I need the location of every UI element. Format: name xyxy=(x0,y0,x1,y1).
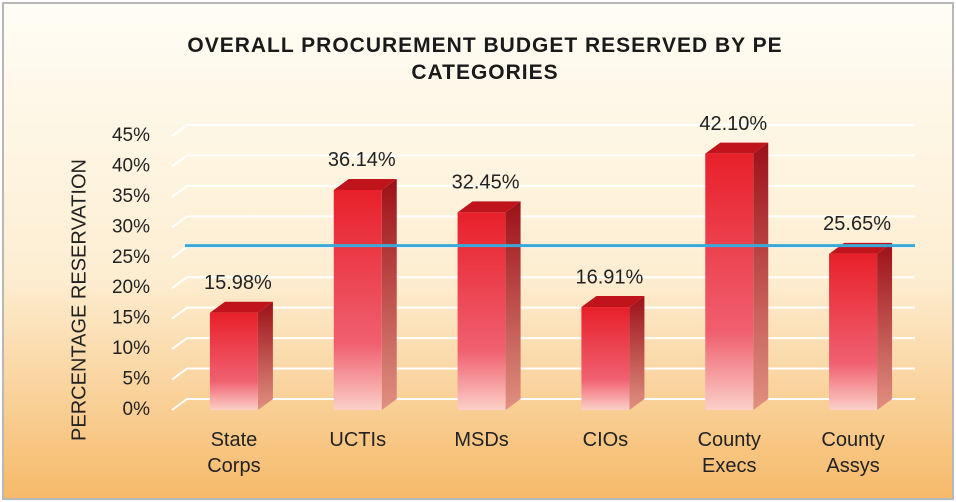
grid-line xyxy=(171,215,915,229)
y-tick-label: 20% xyxy=(112,277,150,298)
grid-line xyxy=(171,398,915,411)
y-tick-label: 15% xyxy=(112,308,150,329)
bar-side xyxy=(505,201,521,410)
y-axis-label: PERCENTAGE RESERVATION xyxy=(68,159,90,441)
bar-front xyxy=(829,253,878,410)
y-tick-label: 30% xyxy=(112,216,150,237)
bar-top xyxy=(209,301,273,313)
bar-top xyxy=(333,178,397,190)
bar-side xyxy=(629,296,645,410)
bar-side xyxy=(877,242,893,410)
x-tick-label: CIOs xyxy=(583,429,629,451)
x-tick-label: County Execs xyxy=(698,429,761,477)
bar-front xyxy=(209,312,258,410)
bar-front xyxy=(457,212,506,410)
bar-side xyxy=(753,142,769,410)
bar xyxy=(705,142,769,410)
data-label: 42.10% xyxy=(699,113,767,135)
bar-front xyxy=(581,307,630,410)
grid-line xyxy=(171,154,915,168)
bar xyxy=(581,296,645,410)
bar-front xyxy=(333,189,382,410)
grid-line xyxy=(171,306,915,320)
y-tick-label: 45% xyxy=(112,125,150,146)
grid-line xyxy=(171,367,915,381)
grid-line xyxy=(171,276,915,290)
bar-top xyxy=(457,201,521,213)
bar-front xyxy=(705,153,754,410)
data-label: 32.45% xyxy=(452,172,520,194)
y-tick-label: 25% xyxy=(112,247,150,268)
data-label: 15.98% xyxy=(204,272,272,294)
y-tick-label: 10% xyxy=(112,338,150,359)
chart-title: OVERALL PROCUREMENT BUDGET RESERVED BY P… xyxy=(187,34,783,84)
bar xyxy=(457,201,521,410)
grid-line xyxy=(171,337,915,350)
y-tick-label: 0% xyxy=(123,399,151,420)
grid-line xyxy=(171,184,915,198)
y-tick-label: 40% xyxy=(112,155,150,176)
data-label: 25.65% xyxy=(823,213,891,235)
bar-side xyxy=(381,178,397,410)
data-label: 36.14% xyxy=(328,149,396,171)
bar xyxy=(209,301,273,410)
bar xyxy=(829,242,893,410)
x-tick-label: MSDs xyxy=(454,429,508,451)
bar-top xyxy=(705,142,769,154)
bar xyxy=(333,178,397,410)
x-tick-label: County Assys xyxy=(821,429,884,477)
bar-top xyxy=(581,296,645,308)
y-tick-label: 5% xyxy=(123,369,151,390)
x-tick-label: UCTIs xyxy=(329,429,386,451)
grid-line xyxy=(171,124,915,137)
bar-side xyxy=(257,301,273,410)
y-tick-label: 35% xyxy=(112,186,150,207)
x-tick-label: State Corps xyxy=(207,429,260,477)
data-label: 16.91% xyxy=(575,266,643,288)
